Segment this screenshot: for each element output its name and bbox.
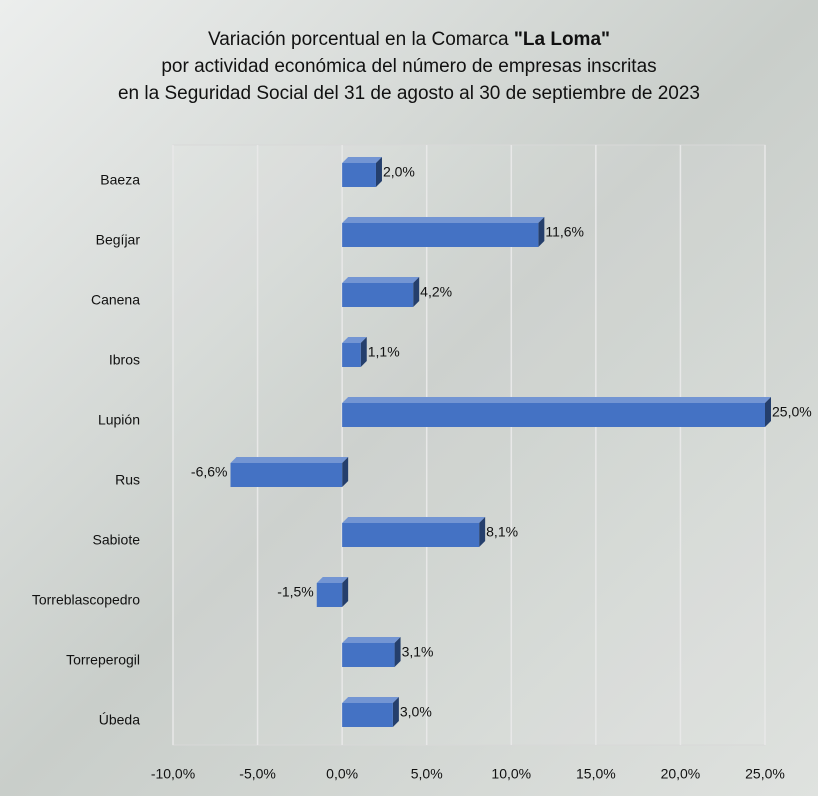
- title-part: en la Seguridad Social del 31 de agosto …: [118, 83, 700, 104]
- y-tick-label: Sabiote: [93, 532, 141, 548]
- x-tick-label: 10,0%: [491, 766, 531, 782]
- y-tick-label: Úbeda: [99, 712, 140, 728]
- data-label: 3,0%: [400, 704, 432, 720]
- y-tick-label: Rus: [115, 472, 140, 488]
- bar: [316, 583, 343, 607]
- bar-side: [342, 577, 349, 607]
- data-label: -6,6%: [191, 464, 228, 480]
- plot: -10,0% -5,0% 0,0% 5,0% 10,0% 15,0% 20,0% 25,0% B…: [32, 144, 812, 782]
- bar-top: [342, 337, 367, 343]
- data-label: 25,0%: [772, 404, 812, 420]
- title-line: por actividad económica del número de em…: [161, 56, 656, 77]
- data-label: 11,6%: [545, 224, 584, 240]
- data-label: -1,5%: [277, 584, 314, 600]
- x-tick-label: 5,0%: [411, 766, 443, 782]
- bar-top: [342, 517, 486, 523]
- bar-top: [230, 457, 349, 463]
- title-line: en la Seguridad Social del 31 de agosto …: [118, 83, 700, 104]
- bar: [342, 283, 414, 307]
- bar-top: [342, 637, 401, 643]
- bar-top: [342, 397, 771, 403]
- bar-side: [479, 517, 486, 547]
- bar-top: [342, 277, 420, 283]
- x-tick-label: 15,0%: [576, 766, 616, 782]
- bar-top: [316, 577, 349, 583]
- bar: [342, 163, 376, 187]
- bar-side: [375, 157, 382, 187]
- bar: [342, 643, 395, 667]
- x-tick-label: 20,0%: [661, 766, 701, 782]
- data-label: 4,2%: [420, 284, 452, 300]
- bar-side: [413, 277, 420, 307]
- y-tick-label: Torreblascopedro: [32, 592, 140, 608]
- x-tick-label: -10,0%: [151, 766, 195, 782]
- bar-side: [394, 637, 401, 667]
- x-tick-label: 25,0%: [745, 766, 785, 782]
- bar-side: [765, 397, 771, 427]
- x-tick-label: 0,0%: [326, 766, 358, 782]
- title-part: Variación porcentual en la Comarca: [208, 29, 514, 50]
- bar-top: [342, 157, 382, 163]
- data-label: 3,1%: [402, 644, 434, 660]
- x-tick-label: -5,0%: [239, 766, 276, 782]
- y-tick-label: Baeza: [100, 172, 140, 188]
- data-label: 2,0%: [383, 164, 415, 180]
- bar: [342, 343, 361, 367]
- data-label: 8,1%: [486, 524, 518, 540]
- y-tick-label: Torreperogil: [66, 652, 140, 668]
- bar-top: [342, 217, 545, 223]
- bar-side: [538, 217, 545, 247]
- bar-side: [342, 457, 349, 487]
- bar-side: [360, 337, 367, 367]
- chart-title: Variación porcentual en la Comarca "La L…: [118, 29, 700, 104]
- bar: [342, 223, 539, 247]
- data-label: 1,1%: [368, 344, 400, 360]
- title-part: por actividad económica del número de em…: [161, 56, 656, 77]
- y-tick-label: Lupión: [98, 412, 140, 428]
- bar: [342, 703, 393, 727]
- y-tick-label: Begíjar: [96, 232, 141, 248]
- bar-top: [342, 697, 399, 703]
- y-tick-label: Canena: [91, 292, 140, 308]
- bar: [342, 403, 765, 427]
- title-line: Variación porcentual en la Comarca "La L…: [208, 29, 610, 50]
- bar-side: [392, 697, 399, 727]
- title-part: "La Loma": [514, 29, 610, 50]
- bar: [342, 523, 480, 547]
- bar: [230, 463, 343, 487]
- y-tick-label: Ibros: [109, 352, 140, 368]
